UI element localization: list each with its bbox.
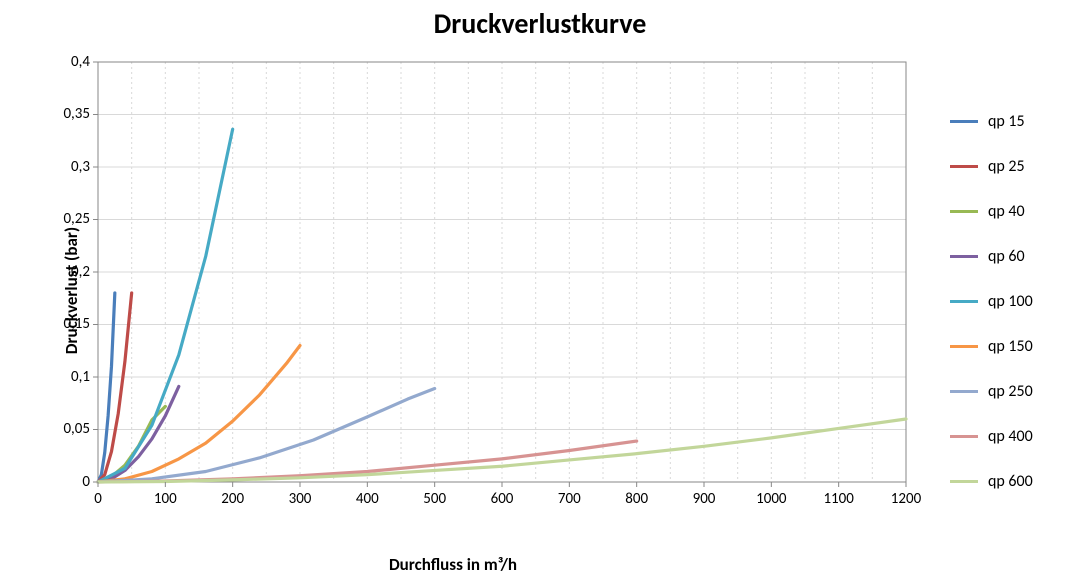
legend-swatch [950, 390, 978, 393]
legend-swatch [950, 255, 978, 258]
legend-label: qp 250 [988, 382, 1033, 401]
legend-item: qp 400 [950, 427, 1033, 446]
legend-label: qp 40 [988, 202, 1025, 221]
y-tick-label: 0,15 [40, 315, 90, 333]
legend-item: qp 600 [950, 472, 1033, 491]
x-tick-label: 400 [342, 490, 392, 508]
legend-item: qp 100 [950, 292, 1033, 311]
legend-item: qp 150 [950, 337, 1033, 356]
legend-label: qp 400 [988, 427, 1033, 446]
y-tick-label: 0,4 [40, 53, 90, 71]
x-tick-label: 0 [73, 490, 123, 508]
y-tick-label: 0,3 [40, 158, 90, 176]
y-tick-label: 0,2 [40, 263, 90, 281]
legend-item: qp 40 [950, 202, 1033, 221]
legend: qp 15 qp 25 qp 40 qp 60 qp 100 qp 150 qp 250 qp… [950, 112, 1033, 491]
y-tick-label: 0,1 [40, 368, 90, 386]
x-tick-label: 500 [410, 490, 460, 508]
x-tick-label: 100 [140, 490, 190, 508]
y-tick-label: 0,05 [40, 420, 90, 438]
legend-swatch [950, 210, 978, 213]
legend-item: qp 25 [950, 157, 1033, 176]
x-tick-label: 1100 [814, 490, 864, 508]
legend-swatch [950, 480, 978, 483]
legend-item: qp 15 [950, 112, 1033, 131]
x-tick-label: 200 [208, 490, 258, 508]
x-tick-label: 300 [275, 490, 325, 508]
y-tick-label: 0 [40, 473, 90, 491]
legend-swatch [950, 165, 978, 168]
legend-label: qp 150 [988, 337, 1033, 356]
chart-container: { "chart": { "type": "line", "title": "D… [0, 0, 1080, 581]
y-tick-label: 0,35 [40, 105, 90, 123]
legend-label: qp 100 [988, 292, 1033, 311]
x-tick-label: 800 [612, 490, 662, 508]
legend-item: qp 60 [950, 247, 1033, 266]
legend-swatch [950, 120, 978, 123]
legend-label: qp 60 [988, 247, 1025, 266]
legend-item: qp 250 [950, 382, 1033, 401]
legend-swatch [950, 345, 978, 348]
legend-label: qp 15 [988, 112, 1025, 131]
y-tick-label: 0,25 [40, 210, 90, 228]
legend-label: qp 25 [988, 157, 1025, 176]
x-tick-label: 1000 [746, 490, 796, 508]
legend-swatch [950, 435, 978, 438]
legend-label: qp 600 [988, 472, 1033, 491]
legend-swatch [950, 300, 978, 303]
x-tick-label: 700 [544, 490, 594, 508]
x-tick-label: 1200 [881, 490, 931, 508]
x-tick-label: 600 [477, 490, 527, 508]
x-tick-label: 900 [679, 490, 729, 508]
